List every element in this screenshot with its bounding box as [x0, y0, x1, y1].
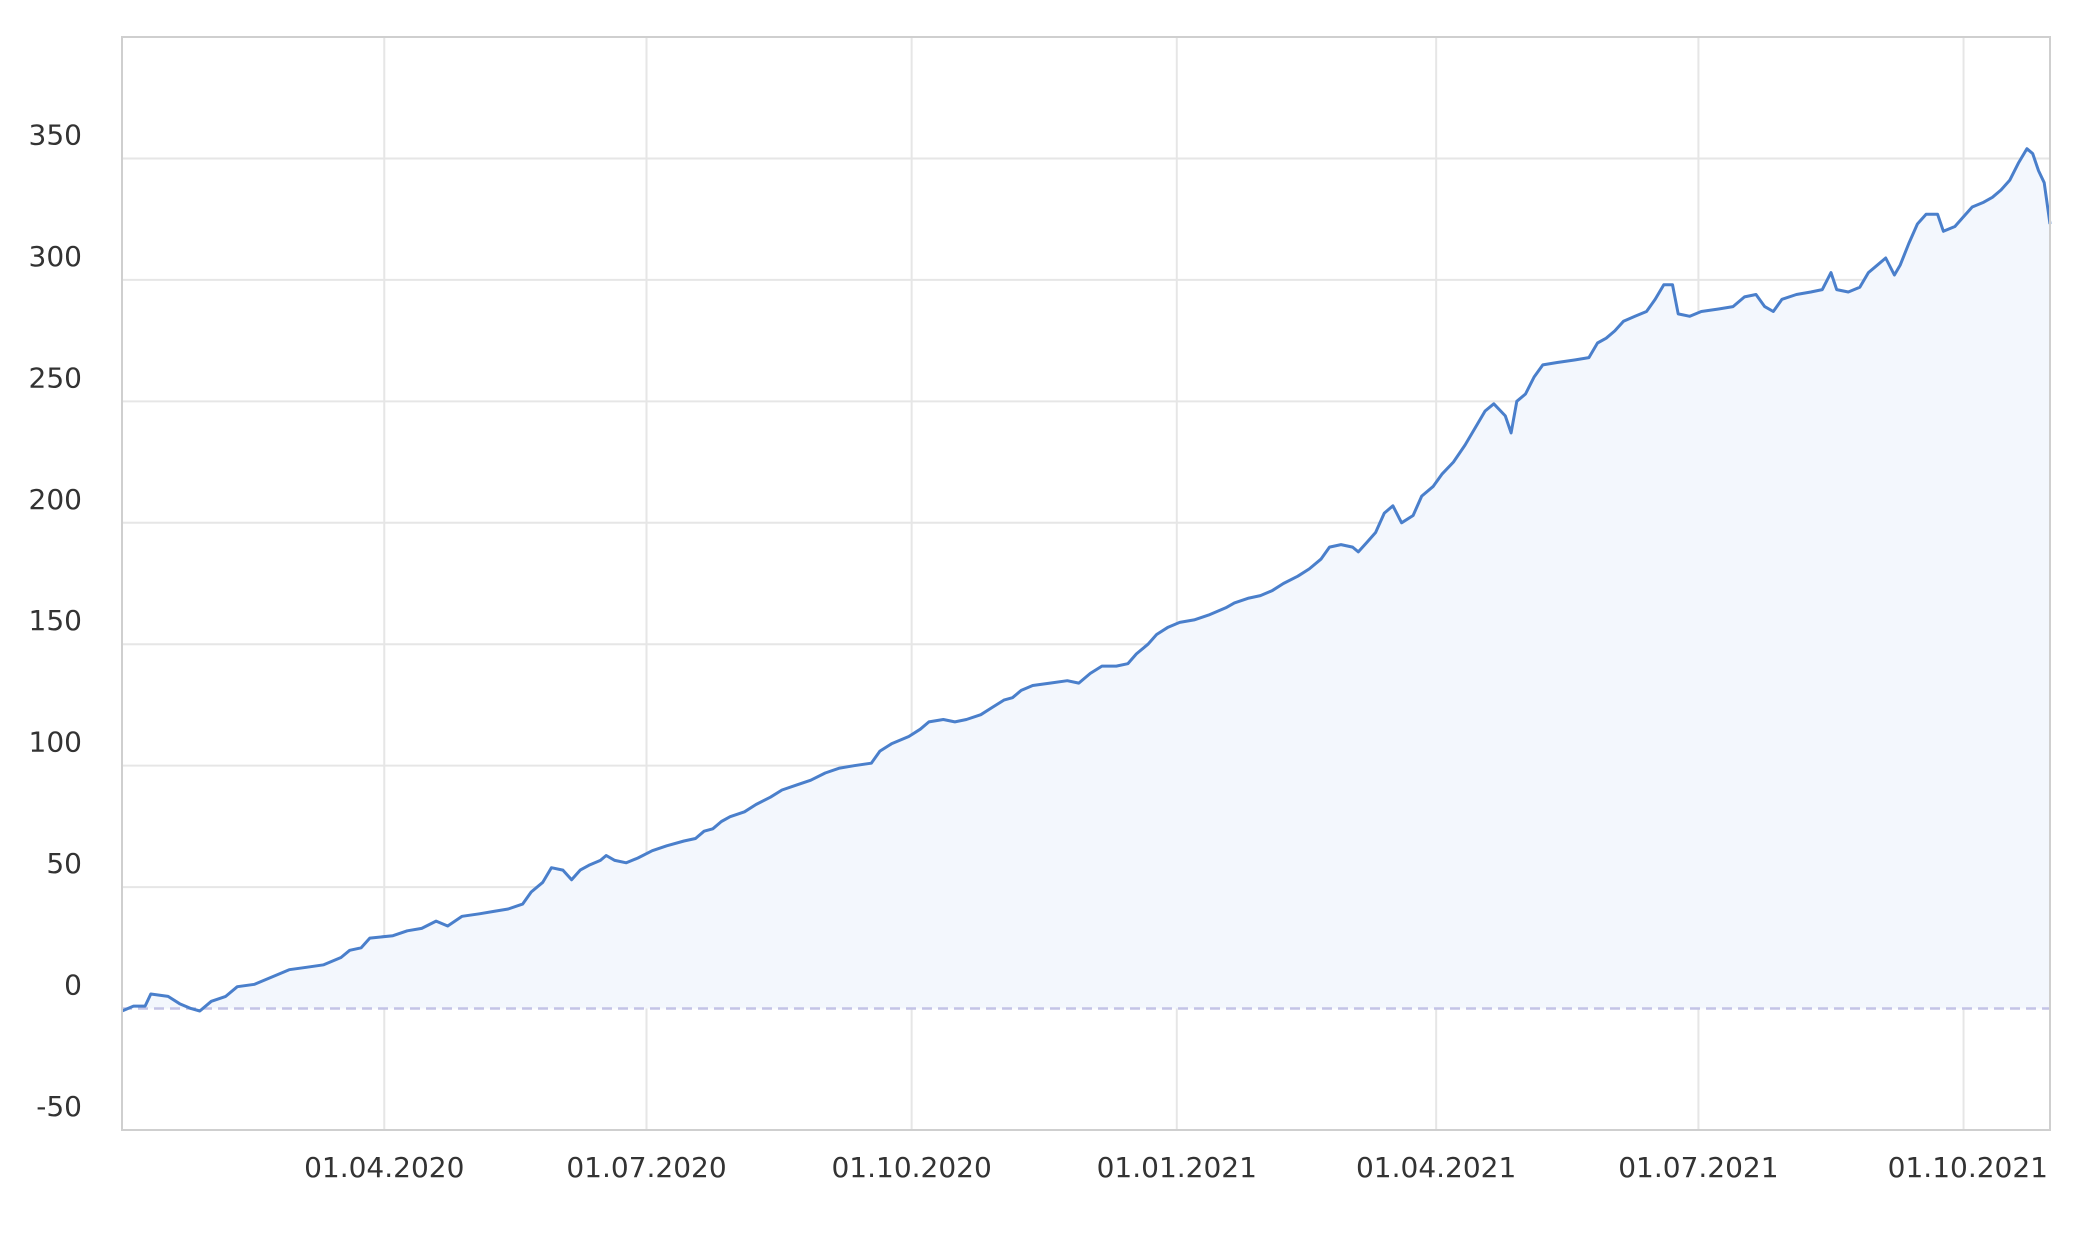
y-axis: -50 0 50 100 150 200 250 300 350 [29, 118, 82, 1123]
y-tick-label: -50 [36, 1090, 82, 1123]
x-tick-label: 01.01.2021 [1097, 1151, 1257, 1184]
y-tick-label: 250 [29, 361, 82, 394]
x-tick-label: 01.07.2020 [566, 1151, 726, 1184]
series-area-fill [122, 148, 2050, 1011]
x-axis: 01.04.2020 01.07.2020 01.10.2020 01.01.2021… [304, 1151, 2048, 1184]
series-line [121, 147, 2052, 1013]
x-tick-label: 01.04.2021 [1356, 1151, 1516, 1184]
y-tick-label: 300 [29, 240, 82, 273]
y-tick-label: 100 [29, 726, 82, 759]
x-tick-label: 01.07.2021 [1618, 1151, 1778, 1184]
y-tick-label: 150 [29, 604, 82, 637]
x-tick-label: 01.10.2020 [831, 1151, 991, 1184]
y-tick-label: 350 [29, 118, 82, 151]
y-tick-label: 50 [46, 847, 82, 880]
x-tick-label: 01.10.2021 [1888, 1151, 2048, 1184]
y-tick-label: 0 [64, 969, 82, 1002]
y-tick-label: 200 [29, 483, 82, 516]
x-tick-label: 01.04.2020 [304, 1151, 464, 1184]
plot-frame [121, 36, 2051, 1131]
